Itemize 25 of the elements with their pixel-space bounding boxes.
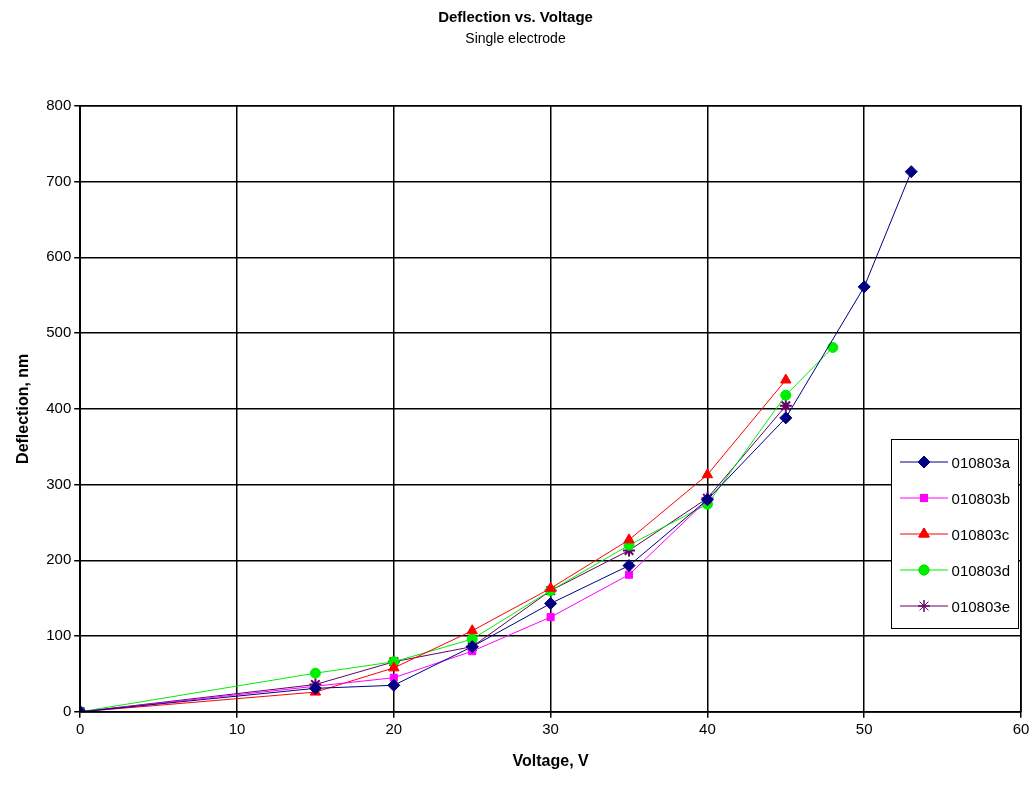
y-tick-label: 200 xyxy=(46,550,72,568)
x-axis-title: Voltage, V xyxy=(512,751,590,769)
legend-label: 010803b xyxy=(951,489,1010,507)
legend-label: 010803c xyxy=(951,525,1010,543)
legend-label: 010803e xyxy=(951,597,1010,615)
y-tick-label: 0 xyxy=(62,701,72,719)
x-tick-label: 20 xyxy=(385,719,403,737)
legend-label: 010803a xyxy=(951,453,1010,471)
x-tick-label: 40 xyxy=(699,719,716,737)
y-tick-label: 500 xyxy=(46,323,72,341)
y-tick-label: 800 xyxy=(46,95,72,113)
x-tick-label: 30 xyxy=(542,719,559,737)
chart-subtitle: Single electrode xyxy=(465,30,566,47)
x-tick-label: 50 xyxy=(855,719,873,737)
chart-title: Deflection vs. Voltage xyxy=(438,8,593,26)
y-tick-label: 300 xyxy=(46,474,72,492)
y-tick-label: 100 xyxy=(46,626,72,644)
x-tick-label: 60 xyxy=(1012,719,1030,737)
legend-label: 010803d xyxy=(951,561,1010,579)
x-tick-label: 0 xyxy=(76,719,85,737)
y-tick-label: 700 xyxy=(46,171,72,189)
x-tick-label: 10 xyxy=(228,719,246,737)
y-tick-label: 400 xyxy=(46,398,72,416)
y-tick-label: 600 xyxy=(46,247,72,265)
y-axis-title: Deflection, nm xyxy=(14,353,32,464)
